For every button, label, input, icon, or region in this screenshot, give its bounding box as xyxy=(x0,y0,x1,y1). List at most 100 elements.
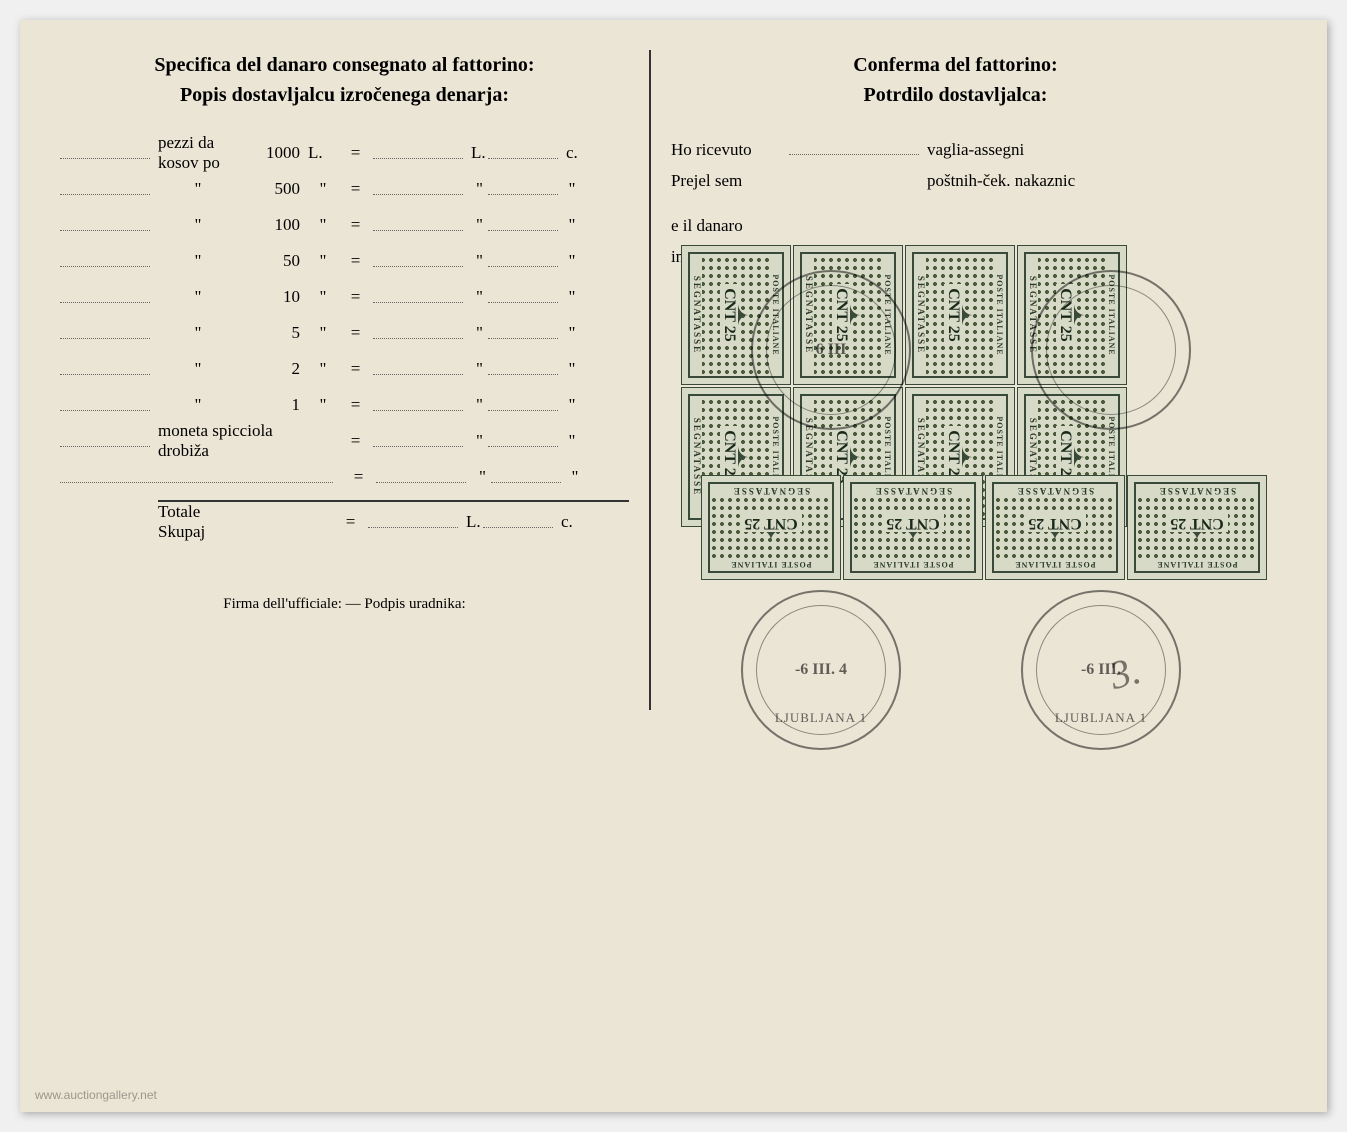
denom: 1 xyxy=(238,395,308,415)
quote: " xyxy=(558,251,578,271)
stamp: POSTE ITALIANE ✦ CNT 25 SEGNATASSE xyxy=(701,475,841,580)
quote: " xyxy=(463,359,488,379)
dots xyxy=(60,435,150,447)
stamp-bottom-text: SEGNATASSE xyxy=(804,276,814,354)
stamp: POSTE ITALIANE ✦ CNT 25 SEGNATASSE xyxy=(1127,475,1267,580)
stamp: POSTE ITALIANE ✦ CNT 25 SEGNATASSE xyxy=(905,245,1015,385)
stamp: POSTE ITALIANE ✦ CNT 25 SEGNATASSE xyxy=(985,475,1125,580)
dots xyxy=(60,471,333,483)
stamp: POSTE ITALIANE ✦ CNT 25 SEGNATASSE xyxy=(1017,245,1127,385)
stamp-center: ✦ CNT 25 xyxy=(702,256,771,374)
postmark-inner-ring xyxy=(1036,605,1166,735)
equals: = xyxy=(338,179,373,199)
stamp-center: ✦ CNT 25 xyxy=(854,496,972,560)
money-row-total: Totale Skupaj = L. c. xyxy=(158,500,629,536)
money-row-empty: = " " xyxy=(60,459,629,495)
stamp-value: CNT 25 xyxy=(1024,514,1086,532)
denaro-it: e il danaro xyxy=(671,211,743,242)
dots xyxy=(368,516,458,528)
denom: 500 xyxy=(238,179,308,199)
vaglia-it: vaglia-assegni xyxy=(927,135,1240,166)
stamp-inner: POSTE ITALIANE ✦ CNT 25 SEGNATASSE xyxy=(850,482,976,573)
quote: " xyxy=(158,323,238,343)
equals: = xyxy=(338,395,373,415)
watermark: www.auctiongallery.net xyxy=(35,1088,157,1102)
stamp-inner: POSTE ITALIANE ✦ CNT 25 SEGNATASSE xyxy=(1134,482,1260,573)
stamp-top-text: POSTE ITALIANE xyxy=(872,560,953,569)
stamp: POSTE ITALIANE ✦ CNT 25 SEGNATASSE xyxy=(793,245,903,385)
quote: " xyxy=(463,431,488,451)
left-title-it: Specifica del danaro consegnato al fatto… xyxy=(60,50,629,80)
vaglia-sl: poštnih-ček. nakaznic xyxy=(927,166,1240,197)
left-title: Specifica del danaro consegnato al fatto… xyxy=(60,50,629,110)
stamp: POSTE ITALIANE ✦ CNT 25 SEGNATASSE xyxy=(681,245,791,385)
dots xyxy=(60,363,150,375)
right-column: Conferma del fattorino: Potrdilo dostavl… xyxy=(651,50,1240,876)
dots xyxy=(488,327,558,339)
equals: = xyxy=(333,512,368,532)
stamp-inner: POSTE ITALIANE ✦ CNT 25 SEGNATASSE xyxy=(688,252,784,378)
stamp-center: ✦ CNT 25 xyxy=(712,496,830,560)
pezzi-label: pezzi da kosov po xyxy=(158,133,238,173)
dots xyxy=(373,363,463,375)
stamp-top-text: POSTE ITALIANE xyxy=(1156,560,1237,569)
quote: " xyxy=(308,215,338,235)
quote: " xyxy=(558,215,578,235)
content-area: Specifica del danaro consegnato al fatto… xyxy=(60,50,1287,876)
dots xyxy=(488,399,558,411)
quote: " xyxy=(308,359,338,379)
quote: " xyxy=(463,323,488,343)
stamp-bottom-text: SEGNATASSE xyxy=(692,276,702,354)
quote: " xyxy=(308,323,338,343)
stamp-value: CNT 25 xyxy=(740,514,802,532)
dots xyxy=(488,255,558,267)
stamp-inner: POSTE ITALIANE ✦ CNT 25 SEGNATASSE xyxy=(708,482,834,573)
quote: " xyxy=(308,179,338,199)
currency-l: L. xyxy=(458,512,483,532)
stamp-value: CNT 25 xyxy=(720,284,738,346)
money-table: pezzi da kosov po 1000 L. = L. c. " 50 xyxy=(60,135,629,536)
dots xyxy=(60,327,150,339)
right-title: Conferma del fattorino: Potrdilo dostavl… xyxy=(671,50,1240,110)
money-row: pezzi da kosov po 1000 L. = L. c. xyxy=(60,135,629,171)
stamp-center: ✦ CNT 25 xyxy=(814,256,883,374)
equals: = xyxy=(341,467,376,487)
stamp-inner: POSTE ITALIANE ✦ CNT 25 SEGNATASSE xyxy=(912,252,1008,378)
dots xyxy=(789,143,919,155)
received-line: Prejel sem poštnih-ček. nakaznic xyxy=(671,166,1240,197)
postmark-city: LJUBLJANA 1 xyxy=(1055,710,1147,726)
denom: 50 xyxy=(238,251,308,271)
money-row: " 100 " = " " xyxy=(60,207,629,243)
stamp-center: ✦ CNT 25 xyxy=(996,496,1114,560)
stamp-center: ✦ CNT 25 xyxy=(1138,496,1256,560)
stamp-bottom-text: SEGNATASSE xyxy=(1028,276,1038,354)
dots xyxy=(60,219,150,231)
dots xyxy=(373,219,463,231)
stamp-center: ✦ CNT 25 xyxy=(926,256,995,374)
equals: = xyxy=(338,287,373,307)
currency-l: L. xyxy=(308,143,338,163)
stamp-top-text: POSTE ITALIANE xyxy=(730,560,811,569)
stamp-value: CNT 25 xyxy=(1166,514,1228,532)
equals: = xyxy=(338,431,373,451)
spicciola-label: moneta spicciola drobiža xyxy=(158,421,338,461)
postmark: -6 III. 4 LJUBLJANA 1 xyxy=(741,590,901,750)
quote: " xyxy=(308,287,338,307)
quote: " xyxy=(558,359,578,379)
quote: " xyxy=(558,179,578,199)
stamp-top-text: POSTE ITALIANE xyxy=(995,274,1004,355)
dots xyxy=(373,291,463,303)
received-sl: Prejel sem xyxy=(671,166,781,197)
currency-c: c. xyxy=(553,512,573,532)
dots xyxy=(373,327,463,339)
stamp-bottom-text: SEGNATASSE xyxy=(1158,486,1236,496)
denom: 10 xyxy=(238,287,308,307)
equals: = xyxy=(338,359,373,379)
dots xyxy=(488,183,558,195)
stamp-bottom-text: SEGNATASSE xyxy=(874,486,952,496)
quote: " xyxy=(463,215,488,235)
stamp-inner: POSTE ITALIANE ✦ CNT 25 SEGNATASSE xyxy=(1024,252,1120,378)
stamp-value: CNT 25 xyxy=(832,284,850,346)
dots xyxy=(60,147,150,159)
stamp-top-text: POSTE ITALIANE xyxy=(1014,560,1095,569)
